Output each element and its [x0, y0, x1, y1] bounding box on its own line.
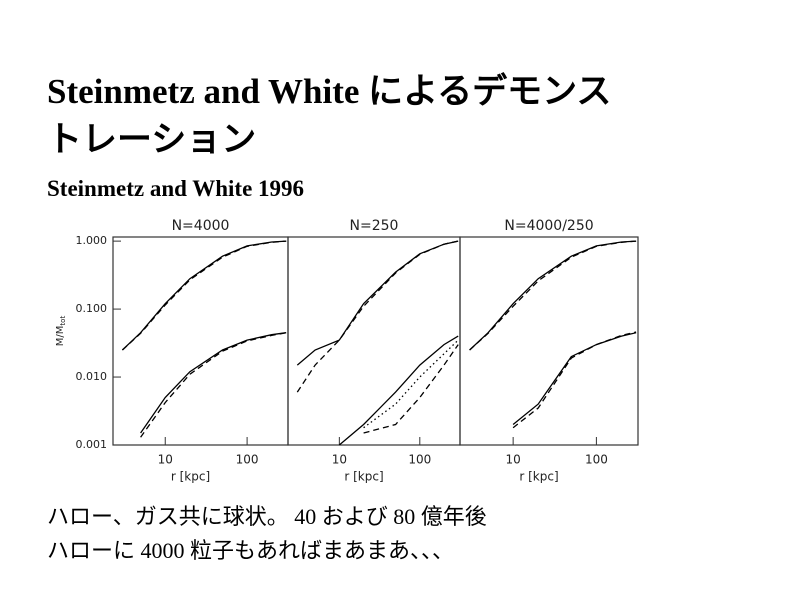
- y-label-sub: tot: [59, 316, 67, 326]
- panel-title: N=4000: [172, 218, 230, 234]
- panel-title: N=250: [350, 218, 399, 234]
- slide-title: Steinmetz and White によるデモンス トレーション: [47, 68, 611, 164]
- x-tick-label: 10: [158, 453, 173, 467]
- curve: [512, 331, 637, 429]
- curve: [140, 332, 287, 434]
- panel-title: N=4000/250: [504, 218, 593, 234]
- body-line: ハローに 4000 粒子もあればまあまあ、、、: [47, 538, 455, 563]
- y-axis-label: M/Mtot: [55, 316, 67, 347]
- curve: [469, 240, 637, 351]
- x-axis-label: r [kpc]: [519, 470, 558, 484]
- curve: [512, 332, 637, 426]
- body-text: ハロー、ガス共に球状。 40 および 80 億年後 ハローに 4000 粒子もあ…: [47, 500, 487, 568]
- x-axis-label: r [kpc]: [171, 470, 210, 484]
- curve: [296, 240, 459, 366]
- y-tick-label: 0.100: [76, 302, 108, 315]
- curve: [363, 344, 459, 434]
- title-line: Steinmetz and White によるデモンス: [47, 72, 612, 111]
- y-tick-label: 0.010: [76, 370, 108, 383]
- x-tick-label: 100: [236, 453, 259, 467]
- x-tick-label: 10: [506, 453, 521, 467]
- curve: [140, 332, 287, 438]
- subtitle: Steinmetz and White 1996: [47, 176, 305, 201]
- y-label-main: M/M: [55, 326, 66, 347]
- curve: [296, 240, 459, 393]
- title-line: トレーション: [47, 120, 257, 159]
- curve: [338, 335, 459, 446]
- y-tick-label: 0.001: [76, 438, 108, 451]
- y-tick-label: 1.000: [76, 234, 108, 247]
- plot-frame: [112, 236, 289, 446]
- x-tick-label: 100: [408, 453, 431, 467]
- x-axis-label: r [kpc]: [344, 470, 383, 484]
- x-tick-label: 10: [332, 453, 347, 467]
- curve: [469, 240, 637, 351]
- curve: [121, 240, 287, 351]
- body-line: ハロー、ガス共に球状。 40 および 80 億年後: [47, 504, 487, 529]
- curve: [363, 339, 459, 429]
- plot-frame: [459, 236, 639, 446]
- curve: [121, 240, 287, 351]
- x-tick-label: 100: [585, 453, 608, 467]
